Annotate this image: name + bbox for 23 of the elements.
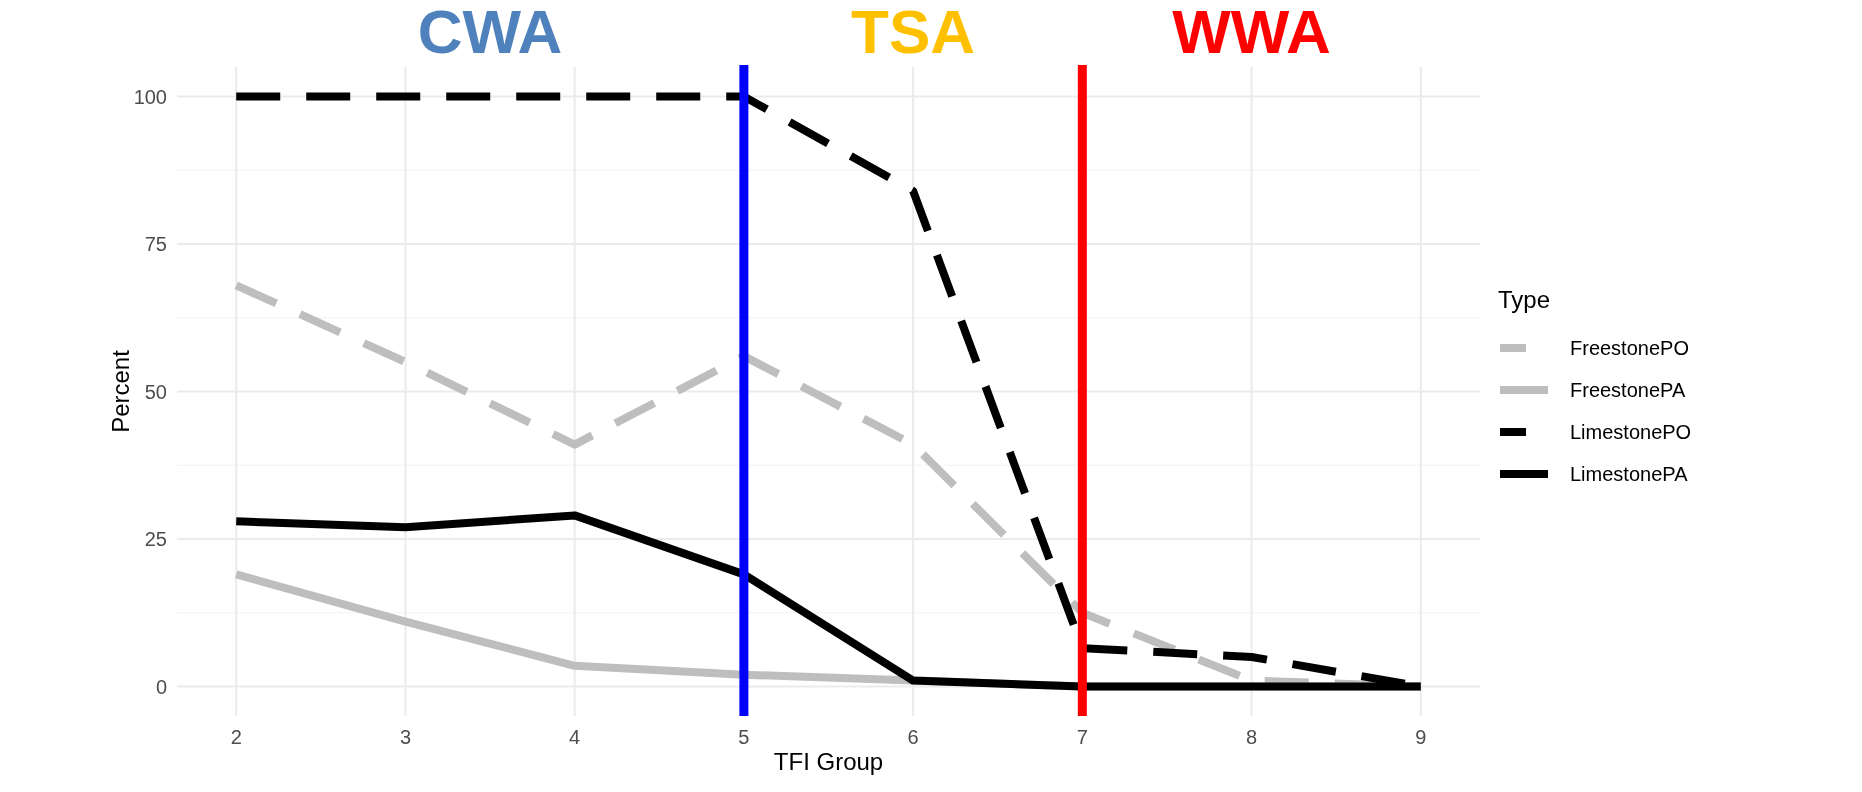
y-tick-label: 25 xyxy=(144,528,167,550)
x-tick-label: 5 xyxy=(738,726,750,748)
legend-label: FreestonePO xyxy=(1570,337,1689,359)
x-tick-label: 3 xyxy=(399,726,412,748)
x-tick-label: 4 xyxy=(569,726,581,748)
x-tick-label: 8 xyxy=(1245,726,1258,748)
text: WWA xyxy=(1172,0,1331,66)
y-axis-title: Percent xyxy=(107,349,134,433)
x-tick-label: 2 xyxy=(230,726,242,748)
legend-label: LimestonePA xyxy=(1570,463,1689,485)
x-tick-label: 9 xyxy=(1415,726,1427,748)
legend-label: FreestonePA xyxy=(1570,379,1686,401)
text: CWA xyxy=(417,0,563,66)
x-tick-label: 6 xyxy=(907,726,919,748)
x-axis-title: TFI Group xyxy=(773,748,884,775)
legend-label: LimestonePO xyxy=(1570,421,1692,443)
x-tick-label: 7 xyxy=(1076,726,1088,748)
legend-title: Type xyxy=(1498,286,1551,313)
text: TSA xyxy=(851,0,976,66)
y-tick-label: 100 xyxy=(133,85,167,108)
y-tick-label: 75 xyxy=(144,233,167,255)
y-tick-label: 0 xyxy=(155,675,167,698)
y-tick-label: 50 xyxy=(144,380,167,403)
